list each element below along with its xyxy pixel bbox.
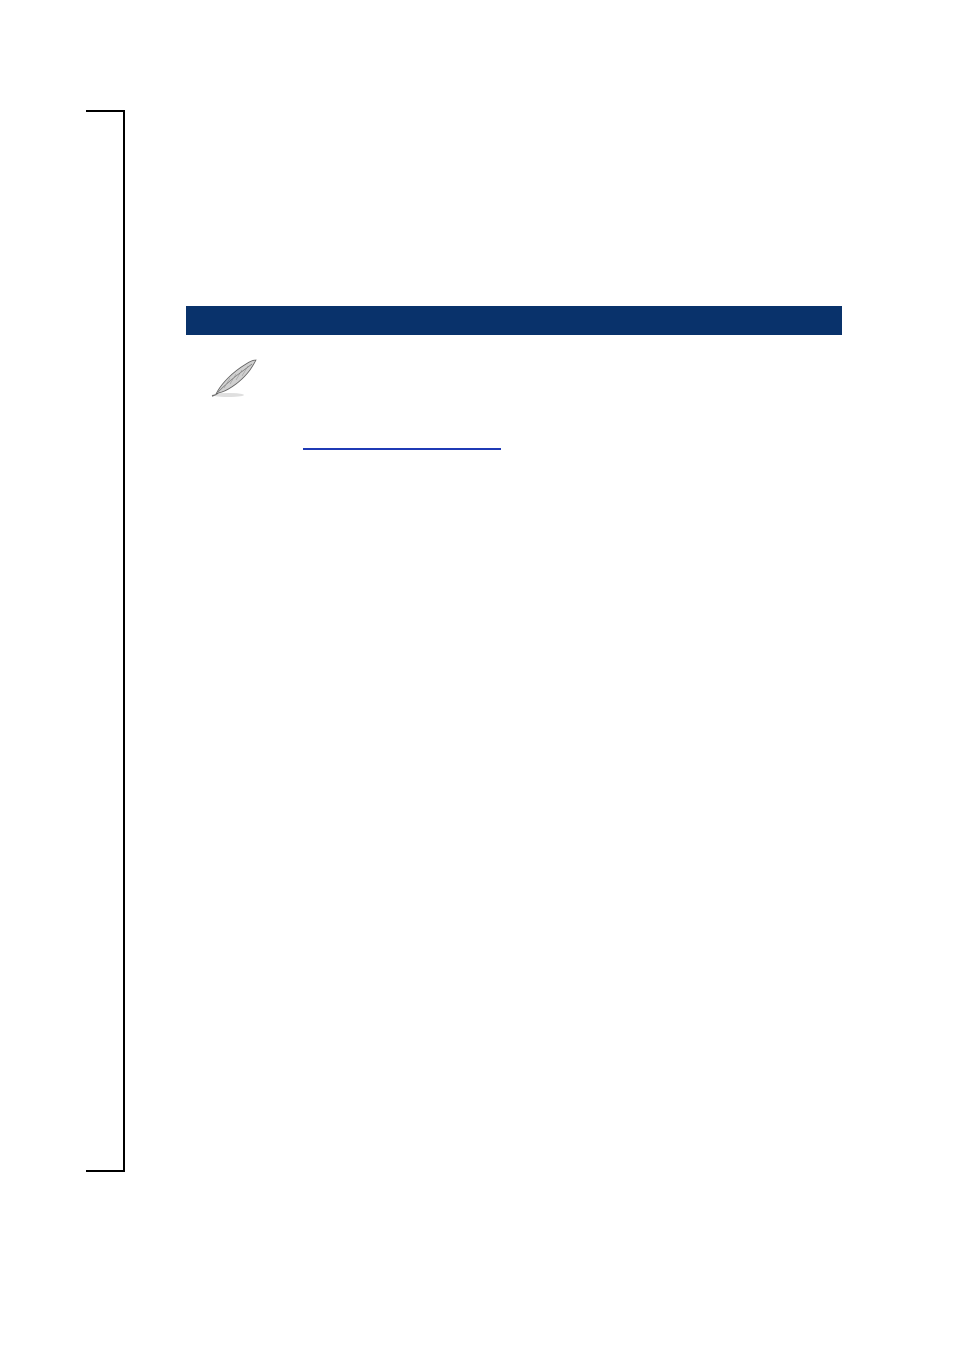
margin-rule-top (86, 110, 125, 112)
page-container (86, 110, 842, 1172)
margin-rule (86, 110, 130, 1172)
section-heading-bar (186, 306, 842, 335)
margin-rule-bottom (86, 1170, 125, 1172)
margin-rule-vertical (123, 110, 125, 1172)
hyperlink-underline[interactable] (303, 448, 501, 450)
note-feather-icon (208, 356, 264, 398)
